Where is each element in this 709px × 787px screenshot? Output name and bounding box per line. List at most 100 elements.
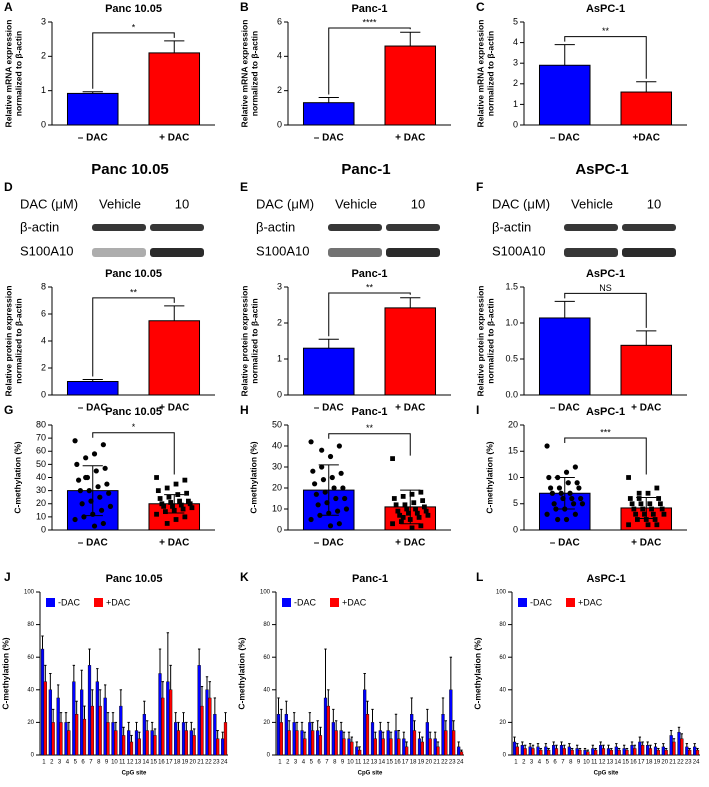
blot-band [92, 248, 146, 257]
bar [292, 722, 296, 756]
data-point [312, 481, 318, 487]
data-point [342, 495, 348, 502]
data-point [570, 501, 577, 507]
y-tick-label: 40 [272, 440, 282, 450]
panel-letter: B [240, 0, 249, 14]
data-point [649, 506, 654, 512]
data-point [572, 464, 578, 470]
bar [672, 741, 676, 756]
x-tick-label: + DAC [631, 538, 661, 549]
y-tick-label: 10 [508, 472, 518, 482]
bar [547, 749, 551, 756]
y-tick-label: 15 [508, 446, 518, 456]
data-point [93, 468, 99, 474]
x-tick-label: 14 [378, 760, 385, 766]
x-tick-label: 10 [111, 760, 118, 766]
dose-label: DAC (μM) [20, 196, 78, 211]
bar [64, 722, 68, 756]
bar [680, 738, 684, 756]
significance-bracket [92, 32, 175, 89]
data-point [563, 469, 570, 475]
y-axis-label: Relative protein expression [239, 285, 249, 396]
significance-bracket [92, 297, 175, 377]
bar [622, 748, 626, 756]
x-tick-label: – DAC [314, 133, 344, 144]
y-tick-label: 3 [513, 58, 518, 68]
bar [428, 738, 432, 756]
data-point [406, 510, 411, 516]
lane-label: 10 [175, 196, 189, 211]
data-point [652, 517, 658, 522]
y-tick-label: 4 [41, 335, 46, 345]
data-point [340, 485, 346, 491]
data-point [642, 511, 647, 517]
x-tick-label: 18 [174, 760, 181, 766]
data-point [177, 498, 182, 504]
bar [119, 705, 123, 756]
bar [384, 45, 437, 126]
dose-label: DAC (μM) [256, 196, 314, 211]
y-tick-label: 1.0 [505, 317, 518, 327]
y-axis-label: C-methylation (%) [472, 637, 482, 709]
data-point [411, 500, 417, 506]
data-point [95, 484, 101, 490]
x-tick-label: 4 [538, 760, 542, 766]
x-tick-label: +DAC [632, 133, 660, 144]
x-tick-label: 11 [591, 760, 598, 766]
bar [539, 749, 543, 756]
bar [394, 730, 398, 756]
bar [425, 722, 429, 756]
blot-band [564, 224, 618, 231]
x-tick-label: 1 [278, 760, 282, 766]
bar [169, 689, 173, 756]
bar [630, 745, 634, 756]
y-tick-label: 60 [36, 446, 46, 456]
y-tick-label: 0 [513, 119, 518, 129]
bar [531, 748, 535, 756]
x-tick-label: – DAC [550, 538, 580, 549]
row-label: S100A10 [492, 243, 546, 258]
x-tick-label: 1 [514, 760, 518, 766]
x-tick-label: 5 [74, 760, 78, 766]
data-point [395, 508, 401, 514]
row-label: β-actin [256, 219, 295, 234]
data-point [626, 475, 631, 480]
data-point [423, 508, 429, 514]
y-tick-label: 2 [513, 78, 518, 88]
blot-band [150, 224, 204, 231]
bar [166, 681, 170, 756]
significance-label: NS [599, 283, 612, 293]
x-tick-label: 22 [205, 760, 212, 766]
x-tick-label: 3 [58, 760, 62, 766]
row-label: S100A10 [20, 243, 74, 258]
x-tick-label: – DAC [550, 133, 580, 144]
data-point [551, 501, 557, 507]
bar [80, 689, 84, 756]
x-tick-label: 23 [449, 760, 456, 766]
x-tick-label: – DAC [78, 133, 108, 144]
x-tick-label: – DAC [78, 403, 108, 414]
x-tick-label: 4 [302, 760, 306, 766]
bar [279, 722, 283, 756]
data-point [574, 480, 580, 486]
data-point [556, 485, 563, 491]
y-axis-label: normalized to β-actin [13, 31, 23, 116]
y-tick-label: 2 [277, 85, 282, 95]
data-point [76, 477, 82, 483]
blot-band [386, 248, 440, 257]
panel-letter: I [476, 403, 479, 417]
bar [331, 722, 335, 756]
y-tick-label: 2 [41, 51, 46, 61]
data-point [654, 522, 660, 528]
y-tick-label: 60 [27, 655, 34, 661]
x-tick-label: 24 [693, 760, 700, 766]
data-point [182, 514, 188, 520]
significance-bracket [564, 437, 647, 475]
bar [300, 730, 304, 756]
data-point [155, 488, 161, 494]
bar [412, 730, 417, 756]
chart-title: AsPC-1 [586, 268, 625, 280]
bar [578, 749, 582, 756]
data-point [413, 506, 418, 512]
data-point [555, 474, 561, 481]
